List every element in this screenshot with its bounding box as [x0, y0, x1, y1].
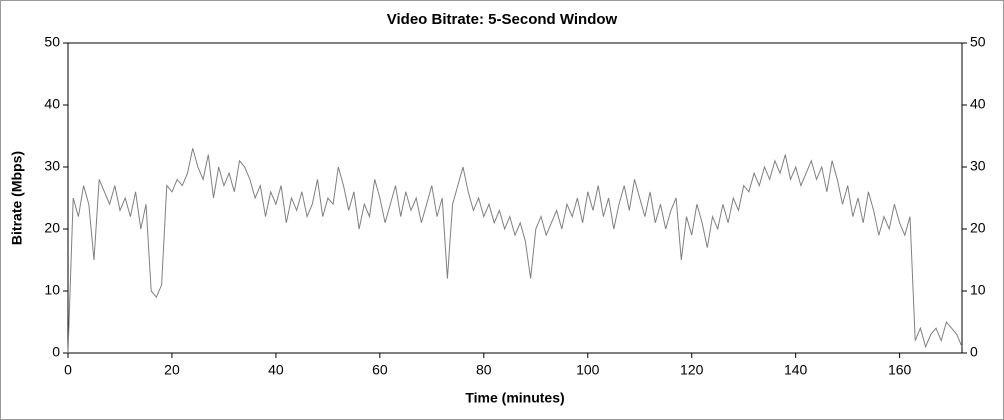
x-tick-label: 60 — [372, 362, 388, 378]
y-tick-label: 10 — [44, 282, 60, 298]
x-tick-label: 140 — [784, 362, 808, 378]
x-tick-label: 20 — [164, 362, 180, 378]
x-tick-label: 120 — [680, 362, 704, 378]
y2-tick-label: 0 — [970, 344, 978, 360]
y-tick-label: 40 — [44, 96, 60, 112]
x-tick-label: 100 — [576, 362, 600, 378]
x-tick-label: 80 — [476, 362, 492, 378]
y-tick-label: 30 — [44, 158, 60, 174]
x-tick-label: 40 — [268, 362, 284, 378]
x-tick-label: 0 — [64, 362, 72, 378]
chart-title: Video Bitrate: 5-Second Window — [387, 11, 618, 28]
y2-tick-label: 10 — [970, 282, 986, 298]
plot-area — [67, 42, 963, 354]
y-tick-label: 0 — [52, 344, 60, 360]
y2-tick-label: 40 — [970, 96, 986, 112]
y-tick-label: 20 — [44, 220, 60, 236]
x-axis-label: Time (minutes) — [465, 390, 564, 406]
y2-tick-label: 20 — [970, 220, 986, 236]
y2-tick-label: 30 — [970, 158, 986, 174]
y-axis-label: Bitrate (Mbps) — [9, 151, 25, 245]
series-line — [67, 148, 963, 354]
y2-tick-label: 50 — [970, 34, 986, 50]
y-tick-label: 50 — [44, 34, 60, 50]
x-tick-label: 160 — [888, 362, 912, 378]
